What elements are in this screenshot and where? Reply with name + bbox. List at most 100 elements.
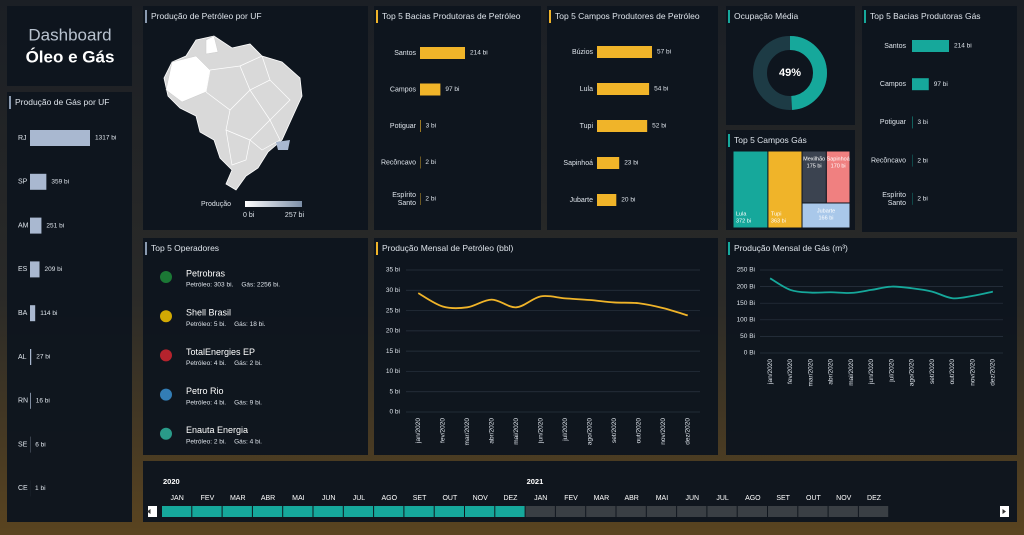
month-cell[interactable] (798, 506, 828, 517)
year-label: 2021 (527, 477, 544, 486)
month-cell[interactable] (555, 506, 586, 517)
month-cell[interactable] (858, 506, 889, 517)
bar (597, 157, 620, 169)
panel-title: Top 5 Campos Produtores de Petróleo (555, 11, 700, 21)
month-cell[interactable] (283, 506, 313, 517)
panel-accent (864, 10, 866, 23)
month-cell[interactable] (222, 506, 252, 517)
x-tick-label: mar/2020 (807, 359, 814, 387)
month-cell[interactable] (707, 506, 737, 517)
treemap-cell (732, 150, 769, 229)
timeline-arrow[interactable] (148, 506, 157, 517)
treemap-cell (801, 150, 827, 204)
legend-max: 257 bi (285, 212, 305, 219)
x-tick-label: jul/2020 (888, 359, 895, 383)
month-cell[interactable] (737, 506, 767, 517)
month-label: AGO (381, 495, 397, 502)
panel-title: Top 5 Campos Gás (734, 135, 807, 145)
month-cell[interactable] (313, 506, 343, 517)
month-cell[interactable] (192, 506, 222, 517)
donut-label: 49% (779, 67, 801, 79)
month-cell[interactable] (586, 506, 616, 517)
panel-accent (728, 10, 730, 23)
bar (597, 83, 650, 95)
y-tick-label: 5 bi (390, 388, 400, 395)
y-tick-label: 30 bi (386, 287, 400, 294)
month-cell[interactable] (828, 506, 858, 517)
value-label: 214 bi (954, 43, 972, 50)
y-tick-label: 25 bi (386, 307, 400, 314)
x-tick-label: out/2020 (635, 418, 642, 444)
value-label: 1317 bi (95, 135, 116, 142)
y-tick-label: 100 Bi (737, 317, 755, 324)
value-label: 6 bi (35, 441, 45, 448)
value-label: 3 bi (426, 123, 436, 130)
panel (7, 92, 132, 522)
x-tick-label: dez/2020 (684, 418, 691, 445)
month-cell[interactable] (374, 506, 404, 517)
y-tick-label: SE (18, 441, 28, 448)
y-tick-label: 20 bi (386, 328, 400, 335)
month-cell[interactable] (252, 506, 283, 517)
month-label: ABR (624, 495, 638, 502)
operator-gas: Gás: 18 bi. (234, 321, 266, 328)
legend-gradient (245, 201, 302, 207)
month-cell[interactable] (465, 506, 495, 517)
y-tick-label: RN (18, 398, 28, 405)
panel (726, 238, 1017, 455)
treemap-label: Tupi (771, 211, 782, 217)
x-tick-label: jun/2020 (537, 418, 544, 444)
month-label: DEZ (867, 495, 882, 502)
month-label: MAI (656, 495, 669, 502)
bar (420, 120, 421, 132)
month-cell[interactable] (434, 506, 464, 517)
x-tick-label: set/2020 (611, 418, 618, 443)
value-label: 2 bi (917, 157, 927, 164)
operator-gas: Gás: 4 bi. (234, 439, 262, 446)
year-label: 2020 (163, 477, 180, 486)
y-tick-label: 15 bi (386, 348, 400, 355)
value-label: 359 bi (51, 179, 69, 186)
panel-accent (9, 96, 11, 109)
value-label: 2 bi (425, 196, 435, 203)
x-tick-label: abr/2020 (488, 418, 495, 444)
month-cell[interactable] (495, 506, 525, 517)
bar (420, 47, 465, 59)
operator-name: TotalEnergies EP (186, 347, 255, 357)
x-tick-label: out/2020 (949, 359, 956, 385)
value-label: 27 bi (36, 354, 50, 361)
value-label: 20 bi (621, 197, 635, 204)
value-label: 52 bi (652, 123, 666, 130)
month-label: NOV (473, 495, 489, 502)
treemap-label: Jubarte (817, 208, 835, 214)
panel-title: Produção Mensal de Petróleo (bbl) (382, 243, 514, 253)
x-tick-label: abr/2020 (828, 359, 835, 385)
month-cell[interactable] (525, 506, 555, 517)
month-label: SET (776, 495, 790, 502)
operator-logo (160, 271, 172, 283)
panel-title: Top 5 Bacias Produtoras de Petróleo (382, 11, 521, 21)
y-tick-label: AL (18, 354, 27, 361)
operator-logo (160, 427, 172, 440)
y-tick-label: 200 Bi (737, 283, 755, 290)
month-cell[interactable] (677, 506, 707, 517)
month-cell[interactable] (343, 506, 374, 517)
month-cell[interactable] (768, 506, 798, 517)
month-label: JUN (685, 495, 699, 502)
x-tick-label: fev/2020 (439, 418, 446, 443)
panel (374, 238, 718, 455)
month-cell[interactable] (646, 506, 677, 517)
y-tick-label: 35 bi (386, 267, 400, 274)
month-cell[interactable] (404, 506, 434, 517)
x-tick-label: mai/2020 (848, 359, 855, 386)
panel-title: Top 5 Bacias Produtoras Gás (870, 11, 981, 21)
value-label: 2 bi (917, 196, 927, 203)
month-cell[interactable] (162, 506, 192, 517)
operator-gas: Gás: 9 bi. (234, 399, 262, 406)
month-cell[interactable] (616, 506, 646, 517)
x-tick-label: set/2020 (929, 359, 936, 384)
x-tick-label: nov/2020 (660, 418, 667, 445)
bar (597, 46, 652, 58)
month-label: JAN (534, 495, 547, 502)
